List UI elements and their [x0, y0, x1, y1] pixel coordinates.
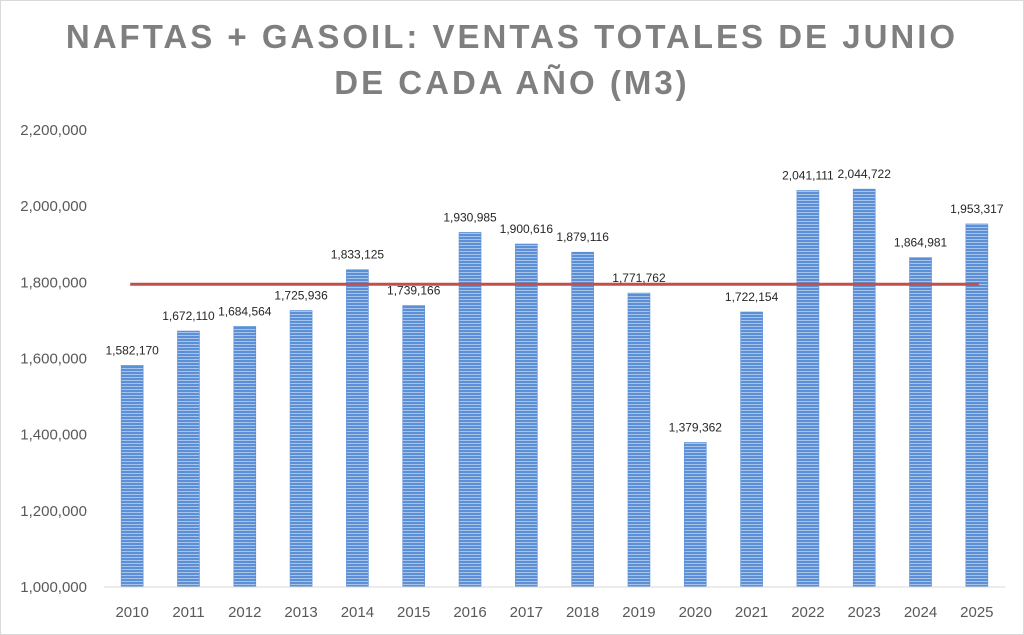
bars-group: [120, 188, 989, 588]
data-label: 1,725,936: [274, 289, 328, 303]
x-tick-label: 2025: [960, 604, 993, 621]
x-tick-label: 2023: [848, 604, 881, 621]
bar: [796, 190, 820, 588]
data-label: 1,879,116: [556, 230, 609, 244]
data-label: 1,582,170: [105, 343, 159, 357]
x-tick-label: 2017: [510, 604, 543, 621]
x-tick-label: 2024: [904, 604, 937, 621]
bar: [909, 257, 932, 588]
bar: [120, 364, 144, 588]
data-label: 1,833,125: [331, 248, 385, 262]
data-label: 1,864,981: [894, 236, 948, 250]
x-tick-label: 2022: [791, 604, 824, 621]
data-label: 1,771,762: [612, 271, 666, 285]
chart-title-line-2: DE CADA AÑO (M3): [334, 64, 690, 101]
y-tick-label: 1,200,000: [20, 503, 87, 520]
y-axis: 1,000,000 1,200,000 1,400,000 1,600,000 1,80…: [20, 122, 87, 596]
x-tick-label: 2016: [453, 604, 486, 621]
data-label: 1,930,985: [443, 210, 497, 224]
x-axis: 2010 2011 2012 2013 2014 2015 2016 2017 2018 2019…: [115, 604, 993, 621]
data-label: 1,672,110: [162, 309, 215, 323]
data-label: 2,041,111: [782, 169, 834, 183]
x-tick-label: 2012: [228, 604, 261, 621]
x-tick-label: 2019: [622, 604, 655, 621]
x-tick-label: 2015: [397, 604, 430, 621]
bar: [346, 269, 369, 588]
bar: [571, 251, 594, 588]
x-tick-label: 2021: [735, 604, 768, 621]
data-label: 1,379,362: [669, 421, 723, 435]
x-tick-label: 2010: [115, 604, 148, 621]
bar: [289, 310, 313, 588]
bar: [965, 223, 989, 588]
bar: [740, 311, 763, 588]
data-label: 1,722,154: [725, 290, 779, 304]
data-label: 1,684,564: [218, 304, 272, 318]
x-tick-label: 2020: [679, 604, 712, 621]
bar: [852, 188, 876, 588]
y-tick-label: 1,800,000: [20, 274, 87, 291]
bar: [177, 330, 200, 588]
y-tick-label: 1,600,000: [20, 351, 87, 368]
data-label: 1,953,317: [950, 202, 1004, 216]
data-label: 2,044,722: [838, 167, 892, 181]
y-tick-label: 1,400,000: [20, 427, 87, 444]
y-tick-label: 2,200,000: [20, 122, 87, 139]
x-tick-label: 2018: [566, 604, 599, 621]
bar: [515, 243, 538, 588]
chart-title: NAFTAS + GASOIL: VENTAS TOTALES DE JUNIO…: [0, 14, 1024, 106]
bar: [233, 325, 257, 588]
chart-title-line-1: NAFTAS + GASOIL: VENTAS TOTALES DE JUNIO: [65, 18, 959, 55]
bar: [402, 305, 426, 588]
bar: [683, 442, 707, 588]
y-tick-label: 2,000,000: [20, 198, 87, 215]
x-tick-label: 2013: [284, 604, 317, 621]
y-tick-label: 1,000,000: [20, 579, 87, 596]
bar: [627, 292, 651, 588]
x-tick-label: 2014: [341, 604, 374, 621]
x-tick-label: 2011: [172, 604, 204, 621]
data-label: 1,900,616: [500, 222, 554, 236]
data-label: 1,739,166: [387, 284, 441, 298]
